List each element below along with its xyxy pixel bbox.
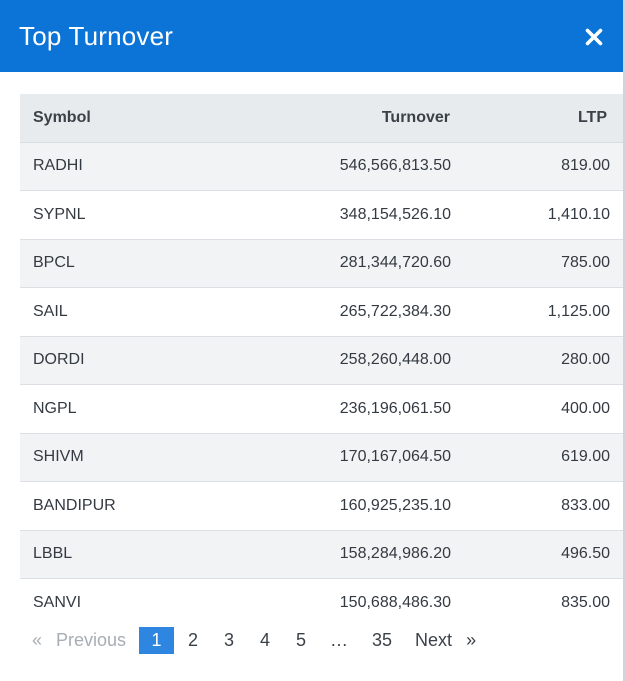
cell-ltp: 819.00 <box>451 142 623 191</box>
cell-turnover: 546,566,813.50 <box>224 142 451 191</box>
cell-ltp: 280.00 <box>451 336 623 385</box>
modal-header: Top Turnover <box>0 0 623 72</box>
cell-turnover: 258,260,448.00 <box>224 336 451 385</box>
next-page-button[interactable]: Next » <box>405 627 476 654</box>
turnover-table-container: Symbol Turnover LTP RADHI 546,566,813.50… <box>20 94 623 627</box>
table-row: DORDI 258,260,448.00 280.00 <box>20 336 623 385</box>
cell-ltp: 619.00 <box>451 433 623 482</box>
table-header-row: Symbol Turnover LTP <box>20 94 623 143</box>
table-row: RADHI 546,566,813.50 819.00 <box>20 142 623 191</box>
table-row: BANDIPUR 160,925,235.10 833.00 <box>20 481 623 531</box>
cell-turnover: 170,167,064.50 <box>224 433 451 482</box>
cell-turnover: 265,722,384.30 <box>224 287 451 337</box>
cell-ltp: 1,125.00 <box>451 287 623 337</box>
close-icon <box>585 28 603 46</box>
table-row: SANVI 150,688,486.30 835.00 <box>20 578 623 627</box>
cell-symbol: DORDI <box>20 336 224 385</box>
page-button-2[interactable]: 2 <box>188 630 199 650</box>
cell-symbol: SHIVM <box>20 433 224 482</box>
table-row: NGPL 236,196,061.50 400.00 <box>20 384 623 434</box>
cell-ltp: 835.00 <box>561 593 610 611</box>
modal-title: Top Turnover <box>19 20 174 51</box>
page-button-35[interactable]: 35 <box>372 630 393 650</box>
cell-ltp: 785.00 <box>451 239 623 288</box>
cell-symbol: RADHI <box>20 142 224 191</box>
table-row: SYPNL 348,154,526.10 1,410.10 <box>20 190 623 240</box>
cell-turnover: 150,688,486.30 <box>339 593 451 611</box>
cell-turnover: 281,344,720.60 <box>224 239 451 288</box>
column-header-symbol: Symbol <box>20 94 224 143</box>
column-header-ltp: LTP <box>451 94 623 143</box>
previous-label: Previous <box>56 630 127 650</box>
cell-ltp: 1,410.10 <box>451 190 623 240</box>
cell-symbol: SYPNL <box>20 190 224 240</box>
table-body: RADHI 546,566,813.50 819.00 SYPNL 348,15… <box>20 142 623 627</box>
chevron-double-right-icon: » <box>466 630 477 650</box>
chevron-double-left-icon: « <box>32 630 43 650</box>
cell-turnover: 236,196,061.50 <box>224 384 451 434</box>
cell-symbol: LBBL <box>20 530 224 579</box>
cell-symbol: BANDIPUR <box>20 481 224 531</box>
close-button[interactable] <box>583 26 605 48</box>
cell-turnover: 160,925,235.10 <box>224 481 451 531</box>
page-button-4[interactable]: 4 <box>260 630 271 650</box>
page-button-5[interactable]: 5 <box>296 630 307 650</box>
cell-ltp: 833.00 <box>451 481 623 531</box>
table-row: SAIL 265,722,384.30 1,125.00 <box>20 287 623 337</box>
cell-turnover: 348,154,526.10 <box>224 190 451 240</box>
table-row: SHIVM 170,167,064.50 619.00 <box>20 433 623 482</box>
cell-ltp: 496.50 <box>451 530 623 579</box>
cell-symbol: NGPL <box>20 384 224 434</box>
cell-symbol: SAIL <box>20 287 224 337</box>
next-label: Next <box>415 630 453 650</box>
table-row: LBBL 158,284,986.20 496.50 <box>20 530 623 579</box>
table-row: BPCL 281,344,720.60 785.00 <box>20 239 623 288</box>
cell-symbol: BPCL <box>20 239 224 288</box>
pagination-ellipsis: … <box>330 630 349 650</box>
pagination: « Previous 1 2 3 4 5 … 35 Next » <box>20 627 476 654</box>
cell-turnover: 158,284,986.20 <box>224 530 451 579</box>
cell-symbol: SANVI <box>33 593 82 611</box>
page-button-3[interactable]: 3 <box>224 630 235 650</box>
turnover-table: Symbol Turnover LTP RADHI 546,566,813.50… <box>20 94 623 627</box>
previous-page-button[interactable]: « Previous <box>20 627 139 654</box>
cell-ltp: 400.00 <box>451 384 623 434</box>
page-button-1[interactable]: 1 <box>139 627 175 654</box>
column-header-turnover: Turnover <box>224 94 451 143</box>
